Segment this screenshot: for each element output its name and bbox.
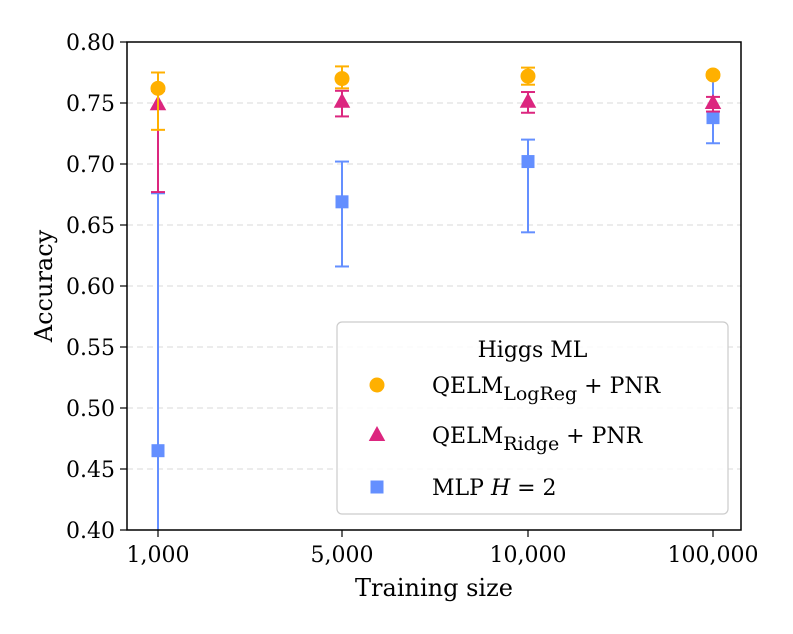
- x-tick-label-0: 1,000: [127, 543, 190, 568]
- point-2-3: [706, 111, 720, 125]
- point-2-2: [521, 155, 535, 169]
- point-0-0: [150, 80, 166, 96]
- legend: Higgs ML QELMLogReg + PNR QELMRidge + PNR M…: [336, 321, 729, 515]
- legend-title: Higgs ML: [478, 338, 588, 363]
- x-tick-label-2: 10,000: [490, 543, 567, 568]
- series-2: [151, 75, 720, 530]
- series-1: [149, 89, 722, 194]
- point-0-1: [334, 71, 350, 87]
- point-2-0: [151, 444, 165, 458]
- legend-label-0: QELMLogReg + PNR: [432, 374, 662, 405]
- series-layer: [149, 65, 722, 530]
- x-axis-title: Training size: [355, 574, 513, 602]
- y-tick-label-2: 0.50: [66, 397, 115, 422]
- y-tick-label-4: 0.60: [66, 275, 115, 300]
- point-1-1: [333, 92, 351, 108]
- y-tick-label-7: 0.75: [66, 92, 115, 117]
- legend-label-2: MLP H = 2: [432, 476, 557, 501]
- y-tick-label-1: 0.45: [66, 458, 115, 483]
- x-tick-label-1: 5,000: [311, 543, 374, 568]
- legend-marker-2: [370, 480, 384, 494]
- legend-marker-1: [368, 426, 386, 441]
- y-axis-title: Accuracy: [30, 229, 58, 343]
- y-tick-label-5: 0.65: [66, 214, 115, 239]
- series-0: [150, 65, 721, 131]
- axes: 0.40 0.45 0.50 0.55 0.60 0.65 0.70 0.75 0.80 1,00…: [30, 31, 758, 602]
- y-tick-label-0: 0.40: [66, 519, 115, 544]
- x-tick-label-3: 100,000: [668, 543, 759, 568]
- point-0-2: [520, 68, 536, 84]
- y-tick-label-3: 0.55: [66, 336, 115, 361]
- legend-box: [336, 321, 729, 515]
- point-1-3: [704, 94, 722, 109]
- point-2-1: [335, 195, 349, 209]
- y-tick-label-8: 0.80: [66, 31, 115, 56]
- legend-marker-0: [369, 377, 385, 393]
- y-tick-label-6: 0.70: [66, 153, 115, 178]
- legend-label-1: QELMRidge + PNR: [432, 424, 644, 455]
- plot-frame: [126, 41, 742, 531]
- point-1-2: [519, 92, 537, 108]
- point-0-3: [705, 67, 721, 83]
